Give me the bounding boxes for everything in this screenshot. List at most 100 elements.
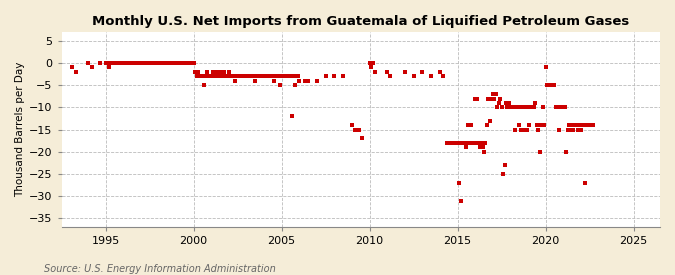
Point: [561, 150, 572, 154]
Point: [508, 105, 519, 110]
Point: [181, 61, 192, 65]
Point: [150, 61, 161, 65]
Point: [182, 61, 193, 65]
Point: [212, 74, 223, 79]
Point: [558, 105, 568, 110]
Point: [263, 74, 274, 79]
Point: [572, 127, 583, 132]
Point: [247, 74, 258, 79]
Point: [530, 101, 541, 105]
Point: [184, 61, 194, 65]
Point: [562, 127, 573, 132]
Point: [460, 141, 470, 145]
Point: [329, 74, 340, 79]
Point: [265, 74, 275, 79]
Point: [273, 74, 284, 79]
Point: [194, 74, 205, 79]
Point: [102, 61, 113, 65]
Point: [259, 74, 269, 79]
Point: [267, 74, 278, 79]
Point: [276, 74, 287, 79]
Point: [564, 123, 574, 127]
Point: [527, 105, 538, 110]
Point: [108, 61, 119, 65]
Point: [492, 105, 503, 110]
Point: [146, 61, 157, 65]
Point: [231, 74, 242, 79]
Point: [240, 74, 250, 79]
Point: [260, 74, 271, 79]
Point: [166, 61, 177, 65]
Y-axis label: Thousand Barrels per Day: Thousand Barrels per Day: [15, 62, 25, 197]
Point: [124, 61, 134, 65]
Point: [285, 74, 296, 79]
Point: [237, 74, 248, 79]
Point: [138, 61, 149, 65]
Point: [262, 74, 273, 79]
Point: [198, 83, 209, 87]
Point: [180, 61, 190, 65]
Point: [286, 114, 297, 119]
Point: [462, 123, 473, 127]
Point: [140, 61, 151, 65]
Point: [109, 61, 120, 65]
Point: [121, 61, 132, 65]
Point: [451, 141, 462, 145]
Point: [468, 141, 479, 145]
Point: [461, 145, 472, 150]
Point: [257, 74, 268, 79]
Point: [83, 61, 94, 65]
Point: [493, 101, 504, 105]
Point: [338, 74, 349, 79]
Point: [489, 96, 500, 101]
Point: [244, 74, 255, 79]
Point: [517, 105, 528, 110]
Point: [176, 61, 187, 65]
Point: [496, 105, 507, 110]
Point: [501, 101, 512, 105]
Point: [213, 74, 224, 79]
Point: [382, 70, 393, 74]
Point: [521, 127, 532, 132]
Point: [500, 163, 510, 167]
Point: [455, 198, 466, 203]
Point: [546, 83, 557, 87]
Point: [482, 123, 493, 127]
Point: [543, 83, 554, 87]
Point: [559, 105, 570, 110]
Point: [277, 74, 288, 79]
Point: [354, 127, 365, 132]
Point: [549, 83, 560, 87]
Point: [103, 65, 114, 70]
Point: [215, 70, 225, 74]
Point: [188, 61, 199, 65]
Point: [426, 74, 437, 79]
Point: [130, 61, 140, 65]
Point: [483, 96, 494, 101]
Point: [200, 74, 211, 79]
Point: [437, 74, 448, 79]
Point: [470, 96, 481, 101]
Point: [222, 74, 233, 79]
Point: [205, 74, 215, 79]
Point: [435, 70, 446, 74]
Point: [565, 123, 576, 127]
Point: [248, 74, 259, 79]
Point: [536, 123, 547, 127]
Point: [458, 141, 469, 145]
Point: [246, 74, 256, 79]
Point: [479, 150, 489, 154]
Point: [454, 181, 464, 185]
Point: [580, 181, 591, 185]
Point: [290, 83, 300, 87]
Point: [540, 65, 551, 70]
Point: [163, 61, 174, 65]
Point: [408, 74, 419, 79]
Point: [209, 74, 219, 79]
Point: [219, 70, 230, 74]
Point: [476, 141, 487, 145]
Point: [574, 123, 585, 127]
Point: [300, 79, 310, 83]
Point: [105, 61, 115, 65]
Point: [101, 61, 111, 65]
